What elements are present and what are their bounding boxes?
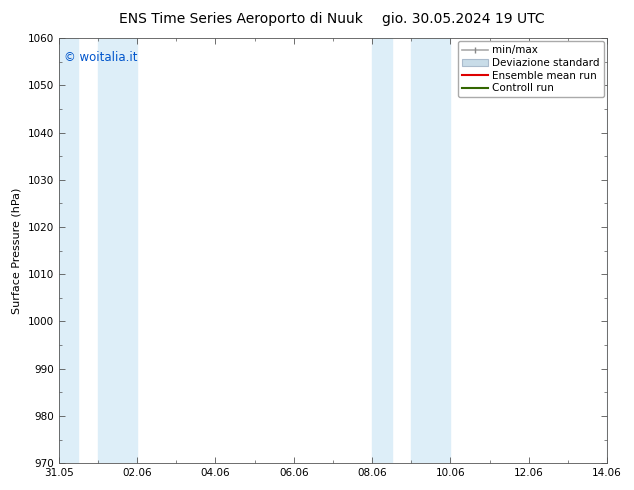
Bar: [98, 38, 137, 463]
Legend: min/max, Deviazione standard, Ensemble mean run, Controll run: min/max, Deviazione standard, Ensemble m…: [458, 41, 604, 98]
Bar: [411, 38, 450, 463]
Text: gio. 30.05.2024 19 UTC: gio. 30.05.2024 19 UTC: [382, 12, 544, 26]
Bar: [372, 38, 392, 463]
Bar: [59, 38, 78, 463]
Text: © woitalia.it: © woitalia.it: [64, 51, 138, 64]
Y-axis label: Surface Pressure (hPa): Surface Pressure (hPa): [12, 187, 22, 314]
Text: ENS Time Series Aeroporto di Nuuk: ENS Time Series Aeroporto di Nuuk: [119, 12, 363, 26]
Bar: [607, 38, 627, 463]
